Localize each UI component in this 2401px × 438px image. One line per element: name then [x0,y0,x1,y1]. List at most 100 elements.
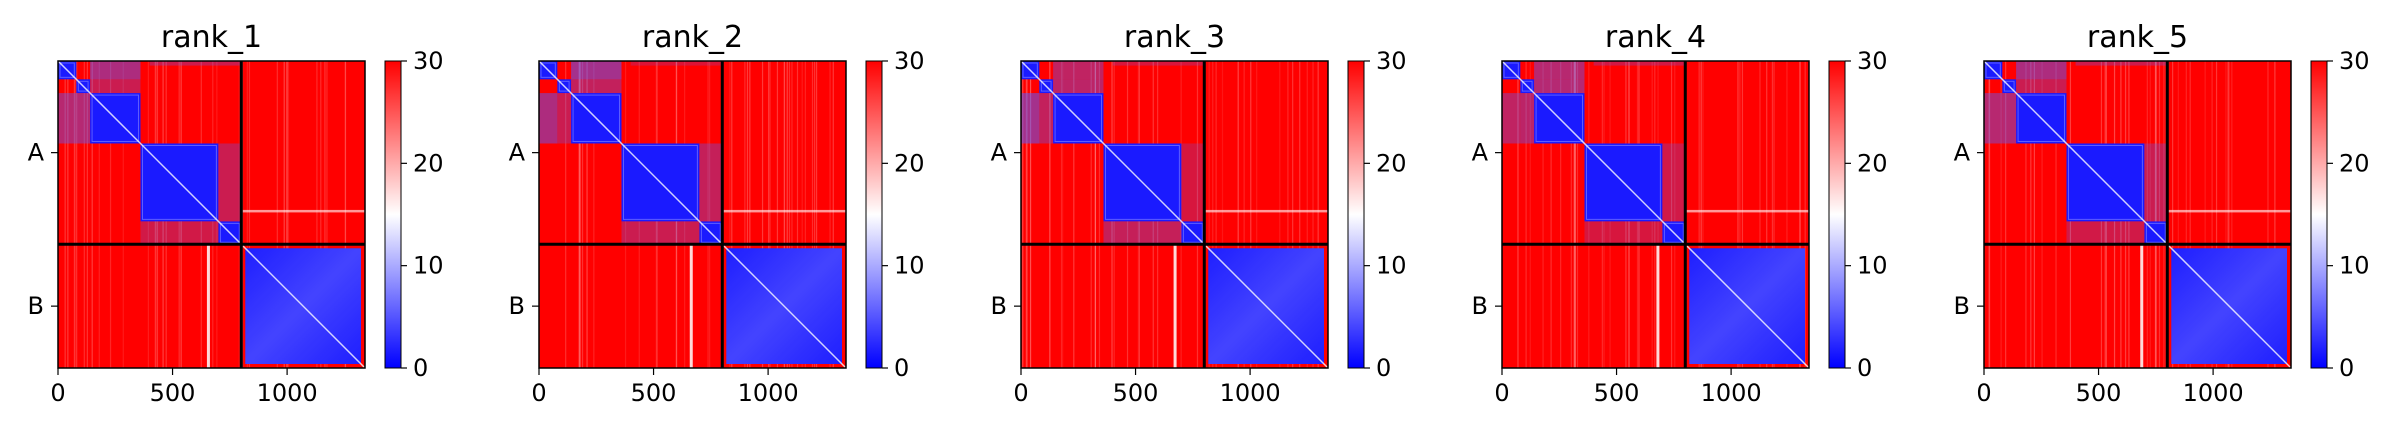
heatmap-streak [1030,61,1032,368]
panel-title: rank_2 [642,20,743,55]
heatmap-streak [1529,61,1531,368]
heatmap-streak [744,61,746,368]
diagonal [57,60,366,369]
heatmap-streak [2215,61,2218,368]
coupling-block [2002,93,2017,144]
domain-grid-A-3 [91,94,139,142]
diagonal [538,60,847,369]
heatmap-streak [1299,61,1301,368]
interface-band [241,209,365,213]
heatmap-streak [815,61,818,368]
heatmap-streak [1073,61,1075,368]
heatmap-streak [786,61,788,368]
heatmap-streak [324,61,326,368]
heatmap-streak [707,61,709,368]
domain-grid-A-5 [1182,222,1203,243]
heatmap-streak [1517,61,1519,368]
heatmap-streak [316,61,318,368]
heatmap-streak [2155,61,2157,368]
heatmap-streak [83,61,85,368]
x-tick-label: 500 [1594,379,1640,407]
x-tick-label: 0 [1976,379,1991,407]
interface-stripe [1173,244,1177,368]
heatmap-streak [769,61,771,368]
heatmap-streak [1221,61,1224,368]
axes-frame [1983,60,2292,369]
x-tick-label: 500 [631,379,677,407]
heatmap-streak [2204,61,2206,368]
x-tick-label: 1000 [257,379,318,407]
coupling-block [2066,221,2145,245]
y-tick-label: A [1954,139,1971,167]
panel-title: rank_4 [1605,20,1706,55]
domain-grid-A-1 [1503,62,1519,78]
heatmap-streak [246,61,248,368]
heatmap-streak [746,61,749,368]
heatmap-streak [2149,61,2151,368]
colorbar-tick-label: 0 [2339,354,2354,382]
domain-grid-A-2 [1040,80,1052,92]
heatmap-streak [2177,61,2179,368]
domain-grid-A-1 [59,62,75,78]
heatmap-streak [749,61,751,368]
heatmap-streak [832,61,834,368]
heatmap-streak [1574,61,1576,368]
coupling-block [149,61,242,66]
heatmap-streak [1237,61,1239,368]
coupling-block [1181,143,1205,222]
colorbar-tick-label: 20 [894,149,925,177]
heatmap-streak [1287,61,1289,368]
heatmap-streak [1739,61,1741,368]
axes-frame [1501,60,1810,369]
coupling-block [2144,143,2168,222]
heatmap-streak [2041,61,2043,368]
heatmap-streak [2154,61,2156,368]
coupling-block [1584,221,1663,245]
coupling-block [557,93,572,144]
colorbar-tick-label: 30 [1376,47,1407,75]
x-tick-label: 1000 [2183,379,2244,407]
domain-grid-A-4 [141,144,217,220]
heatmap-streak [1049,61,1051,368]
heatmap-streak [565,61,567,368]
heatmap-streak [1256,61,1258,368]
heatmap-streak [1025,61,1027,368]
heatmap-streak [2274,61,2276,368]
x-tick-label: 1000 [1701,379,1762,407]
coupling-block [699,143,723,222]
heatmap-streak [1570,61,1572,368]
panel-rank_1: rank_1 0 500 1000 A B 0 10 20 30 [28,20,444,407]
heatmap-streak [1026,61,1028,368]
x-tick-label: 0 [50,379,65,407]
heatmap-streak [2030,61,2032,368]
heatmap-streak [796,61,799,368]
domain-grid-A-4 [622,144,698,220]
colorbar [1828,60,1846,369]
heatmap-streak [1094,61,1097,368]
heatmap-streak [64,61,66,368]
y-tick-label: A [991,139,1008,167]
heatmap-streak [729,61,731,368]
heatmap-streak [1576,61,1579,368]
coupling-block [1021,93,1040,144]
heatmap-streak [1737,61,1739,368]
y-tick-label: A [1472,139,1489,167]
heatmap-streak [1698,61,1700,368]
panel-rank_5: rank_5 0 500 1000 A B 0 10 20 30 [1954,20,2370,407]
domain-grid-A-1 [540,62,556,78]
coupling-block [1593,61,1686,66]
colorbar-tick-label: 20 [1376,149,1407,177]
interface-stripe [1656,244,1660,368]
domain-grid-A-5 [1663,222,1684,243]
heatmap-streak [2189,61,2191,368]
coupling-block [1502,93,1521,144]
colorbar-tick-label: 10 [1857,252,1888,280]
coupling-block [1103,221,1182,245]
heatmap-streak [2211,61,2213,368]
heatmap-streak [286,61,288,368]
domain-grid-A-1 [1985,62,2001,78]
heatmap-streak [1317,61,1319,368]
heatmap-streak [1094,61,1096,368]
colorbar-tick-label: 10 [1376,252,1407,280]
domain-grid-A-4 [2067,144,2143,220]
